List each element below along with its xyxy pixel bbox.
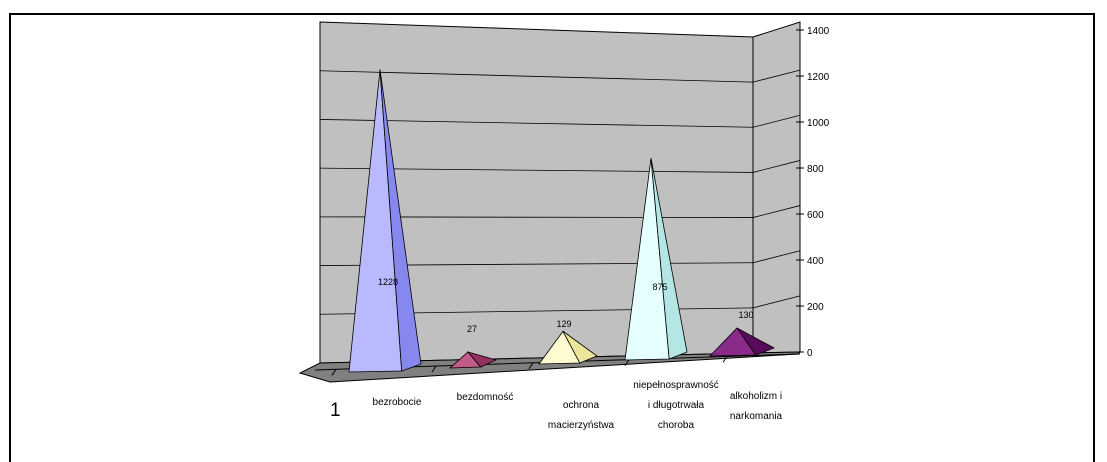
category-label: bezrobocie — [373, 397, 422, 408]
category-axis-tick — [722, 356, 728, 363]
pyramid-side-face — [650, 158, 688, 360]
data-label: 27 — [467, 324, 477, 334]
pyramid-side-face — [379, 69, 422, 372]
gridline-side — [752, 114, 801, 128]
category-label: alkoholizm i — [730, 391, 782, 402]
gridline-back — [319, 119, 754, 128]
series-label: 1 — [330, 400, 341, 421]
gridline-side — [752, 295, 801, 309]
chart-frame — [9, 13, 1095, 462]
category-label: choroba — [658, 420, 695, 431]
data-label: 129 — [556, 319, 571, 329]
category-label: macierzyństwa — [548, 420, 615, 431]
category-label: narkomania — [730, 411, 783, 422]
gridline-side — [752, 69, 801, 83]
value-axis-tick-label: 1000 — [807, 118, 830, 129]
gridline-back — [319, 70, 754, 83]
pyramid-side-face — [466, 351, 498, 368]
value-axis-tick-label: 600 — [807, 210, 824, 221]
data-label: 1228 — [378, 277, 398, 287]
category-axis-tick — [624, 359, 630, 366]
value-axis-tick-label: 0 — [807, 348, 813, 359]
pyramid-side-face — [736, 327, 775, 356]
category-label: bezdomność — [457, 392, 514, 403]
category-axis-tick — [528, 362, 534, 370]
category-label: ochrona — [563, 400, 600, 411]
value-axis-tick-label: 400 — [807, 256, 824, 267]
gridline-side — [752, 205, 801, 218]
category-label: i długotrwała — [648, 400, 705, 411]
gridline-side — [752, 250, 801, 264]
value-axis-tick-label: 800 — [807, 164, 824, 175]
value-axis-tick-label: 200 — [807, 302, 824, 313]
value-axis-tick-label: 1200 — [807, 72, 830, 83]
category-axis-tick — [431, 365, 437, 373]
data-label: 875 — [652, 282, 667, 292]
pyramid-side-face — [562, 330, 598, 364]
data-label: 130 — [738, 310, 753, 320]
category-axis-tick — [331, 369, 337, 376]
value-axis-tick-label: 1400 — [807, 26, 830, 37]
category-label: niepełnosprawność — [633, 380, 719, 391]
gridline-side — [752, 160, 801, 173]
